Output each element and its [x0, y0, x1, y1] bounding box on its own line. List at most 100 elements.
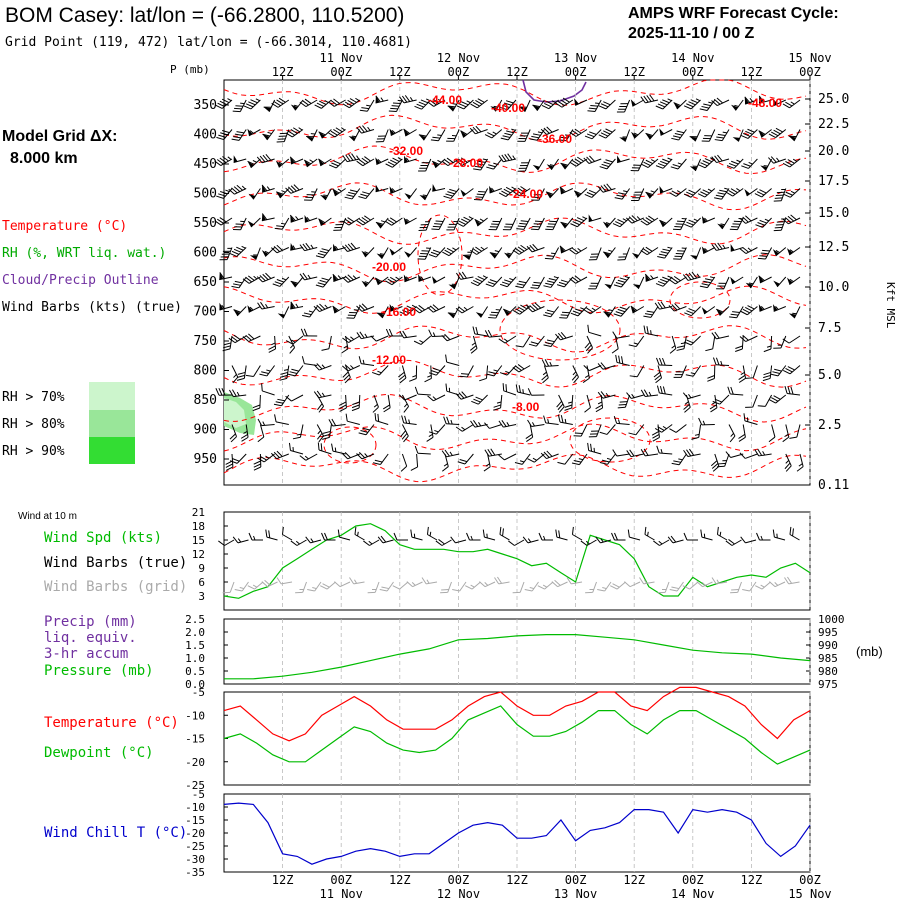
barb-feather [770, 156, 777, 163]
barb-feather [428, 329, 433, 337]
barb-staff [435, 424, 446, 435]
wind-chill-tick-label: -15 [185, 814, 205, 827]
profile-wind-barb [768, 127, 787, 138]
barb-pennant [361, 250, 368, 258]
barb-feather [564, 404, 573, 408]
barb-feather [247, 275, 255, 281]
barb-feather [519, 135, 528, 137]
barb-feather [741, 165, 749, 169]
barb-feather [796, 466, 804, 472]
barb-pennant [504, 252, 511, 259]
barb-feather [543, 314, 551, 318]
profile-wind-barb [375, 129, 389, 143]
barb-staff [365, 188, 375, 199]
barb-feather [631, 215, 638, 222]
profile-wind-barb [599, 158, 616, 170]
barb-feather [719, 189, 727, 193]
barb-half-feather [493, 369, 498, 372]
barb-feather [660, 160, 668, 165]
barb-feather [733, 220, 742, 223]
profile-wind-barb [229, 389, 247, 398]
barb-feather [349, 189, 358, 193]
barb-staff [461, 306, 474, 314]
barb-staff [505, 188, 517, 197]
barb-feather [289, 214, 296, 222]
profile-wind-barb [399, 330, 417, 339]
profile-wind-barb [356, 331, 375, 340]
profile-wind-barb [303, 158, 318, 168]
barb-feather [317, 252, 326, 256]
barb-feather [306, 194, 315, 196]
barb-feather [315, 255, 324, 259]
barb-half-feather [736, 159, 741, 163]
profile-wind-barb [783, 365, 801, 375]
barb-feather [716, 308, 724, 313]
barb-feather [418, 229, 427, 231]
barb-feather [460, 130, 468, 135]
profile-wind-barb [498, 335, 517, 344]
profile-wind-barb [588, 214, 602, 223]
barb-half-feather [661, 589, 667, 591]
pressure-line [224, 634, 811, 680]
barb-staff [747, 306, 758, 316]
temperature-contour-line [223, 254, 807, 283]
barb-half-feather [264, 250, 270, 254]
barb-feather [709, 404, 717, 410]
barb-feather [742, 132, 751, 137]
barb-feather [363, 540, 370, 546]
barb-staff [320, 217, 332, 227]
barb-feather [674, 132, 683, 136]
profile-wind-barb [318, 217, 332, 227]
profile-wind-barb [526, 302, 545, 313]
barb-feather [332, 188, 340, 194]
surface-wind-barb-grid [440, 581, 452, 594]
temperature-tick-label: -5 [192, 686, 205, 699]
barb-feather [421, 162, 430, 164]
barb-feather [545, 282, 553, 286]
barb-feather [747, 128, 755, 133]
barb-feather [704, 135, 712, 137]
barb-feather [649, 94, 655, 102]
barb-feather [332, 305, 339, 311]
barb-staff [243, 365, 247, 379]
barb-staff [595, 276, 602, 290]
profile-wind-barb [517, 129, 531, 142]
barb-feather [374, 277, 383, 283]
barb-feather [287, 373, 296, 377]
barb-feather [503, 188, 511, 194]
barb-feather [619, 306, 628, 310]
barb-feather [560, 221, 568, 225]
barb-feather [265, 154, 272, 161]
barb-feather [371, 371, 380, 376]
barb-feather [502, 383, 505, 391]
temperature-contour-label: -20.00 [372, 260, 406, 274]
barb-half-feather [509, 277, 514, 281]
barb-staff [304, 276, 318, 281]
profile-wind-barb [629, 365, 645, 378]
barb-feather [358, 195, 366, 200]
profile-wind-barb [570, 216, 588, 228]
barb-staff [489, 188, 502, 194]
barb-pennant [306, 136, 314, 142]
barb-staff [288, 335, 296, 348]
barb-feather [538, 532, 543, 541]
profile-wind-barb [222, 335, 233, 352]
barb-staff [238, 129, 247, 141]
barb-pennant [389, 248, 396, 256]
barb-feather [435, 220, 444, 223]
profile-wind-barb [428, 247, 446, 258]
profile-wind-barb [617, 247, 631, 261]
barb-feather [545, 228, 553, 231]
barb-feather [276, 450, 283, 457]
barb-half-feather [306, 217, 311, 221]
profile-wind-barb [740, 305, 758, 316]
barb-feather [586, 133, 595, 138]
profile-wind-barb [247, 128, 261, 137]
barb-staff [744, 420, 758, 425]
barb-feather [639, 577, 645, 585]
barb-feather [731, 589, 739, 591]
barb-feather [252, 404, 261, 409]
profile-wind-barb [410, 453, 419, 471]
barb-feather [488, 228, 497, 231]
profile-wind-barb [530, 217, 545, 231]
